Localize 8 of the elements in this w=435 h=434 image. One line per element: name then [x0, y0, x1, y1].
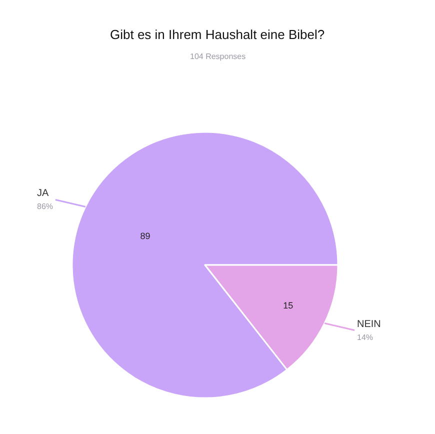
chart-subtitle: 104 Responses: [190, 52, 246, 61]
data-label: 15: [283, 300, 294, 310]
slice-label: NEIN: [357, 319, 381, 330]
data-label: 89: [140, 230, 150, 241]
text: 86%: [37, 202, 54, 211]
slice-label: JA: [37, 188, 49, 199]
text: 14%: [357, 333, 374, 342]
chart-title: Gibt es in Ihrem Haushalt eine Bibel?: [110, 27, 325, 42]
